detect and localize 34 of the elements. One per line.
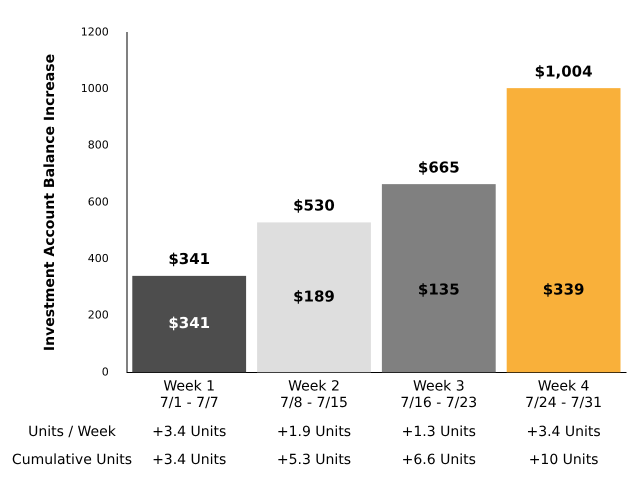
x-tick-label: Week 3 7/16 - 7/23: [400, 378, 478, 412]
text: +1.9 Units: [276, 424, 352, 440]
x-tick-label: Week 1 7/1 - 7/7: [160, 378, 219, 412]
y-tick-label: 400: [88, 252, 109, 265]
y-tick-label: 200: [88, 308, 109, 322]
text: +3.4 Units: [525, 424, 602, 440]
bar: [257, 222, 371, 372]
bar: [132, 276, 246, 372]
text: +5.3 Units: [276, 452, 352, 468]
x-tick-label: Week 2 7/8 - 7/15: [280, 378, 348, 412]
annotation: $135: [418, 280, 460, 299]
y-tick-label: 0: [102, 365, 109, 378]
bar: [506, 88, 621, 372]
data-label: $341: [168, 250, 210, 268]
y-tick-label: 800: [88, 138, 109, 152]
y-tick-label: 1200: [80, 25, 109, 38]
data-label: $1,004: [534, 62, 593, 80]
y-axis-title: Investment Account Balance Increase: [42, 54, 58, 352]
text: Units / Week: [27, 424, 117, 440]
annotation: $189: [293, 287, 335, 306]
text: Cumulative Units: [10, 452, 134, 468]
text: +1.3 Units: [400, 424, 477, 440]
x-tick-label: Week 4 7/24 - 7/31: [525, 378, 602, 412]
text: +6.6 Units: [400, 452, 477, 468]
data-label: $665: [418, 158, 460, 176]
text: +10 Units: [528, 452, 600, 468]
y-tick-label: 600: [88, 195, 109, 208]
annotation: $339: [542, 280, 584, 299]
annotation: $341: [168, 314, 210, 332]
y-tick-label: 1000: [80, 82, 109, 96]
text: +3.4 Units: [151, 424, 228, 440]
bar: [382, 184, 496, 372]
text: +3.4 Units: [152, 452, 226, 468]
data-label: $530: [293, 196, 335, 215]
